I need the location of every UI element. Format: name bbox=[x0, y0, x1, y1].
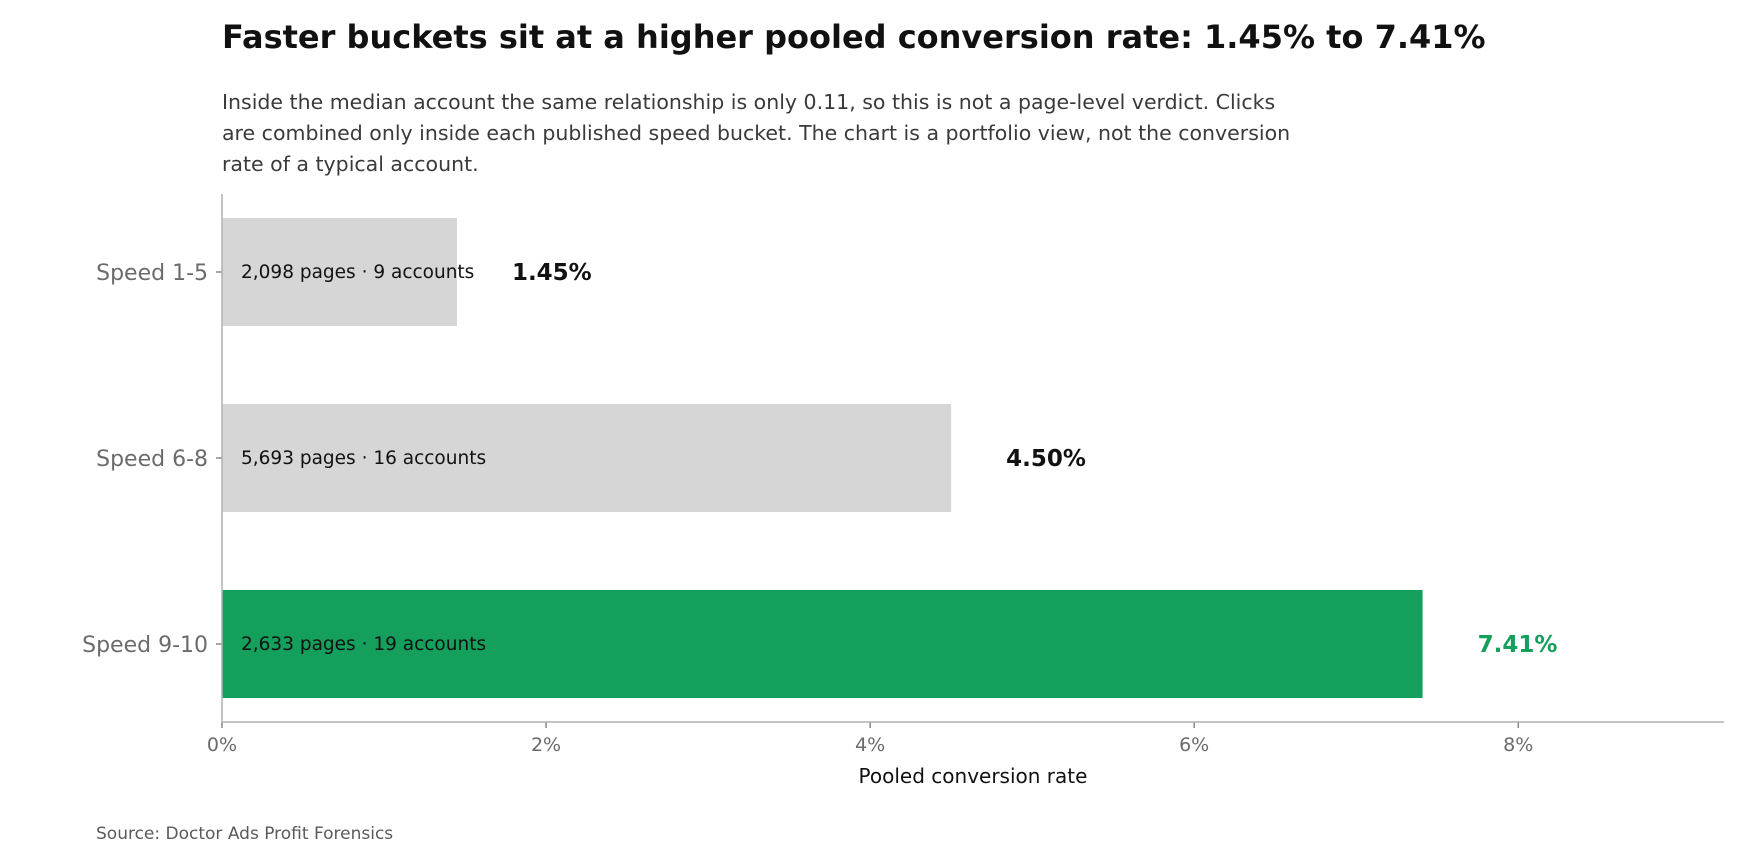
bar-annotation-2: 2,633 pages · 19 accounts bbox=[241, 634, 486, 655]
x-tick-label-1: 2% bbox=[531, 734, 561, 756]
value-label-1: 4.50% bbox=[1006, 446, 1086, 472]
bar-annotation-1: 5,693 pages · 16 accounts bbox=[241, 448, 486, 469]
bar-1 bbox=[222, 404, 952, 512]
bar-0 bbox=[222, 218, 457, 326]
category-label-1: Speed 6-8 bbox=[96, 447, 208, 472]
chart-subtitle-line-1: Inside the median account the same relat… bbox=[222, 90, 1275, 114]
plot-area: Speed 1-5 2,098 pages · 9 accounts 1.45% Sp… bbox=[82, 218, 1557, 756]
x-tick-label-0: 0% bbox=[207, 734, 237, 756]
x-tick-label-4: 8% bbox=[1503, 734, 1533, 756]
source-note: Source: Doctor Ads Profit Forensics bbox=[96, 824, 393, 844]
bar-2 bbox=[222, 590, 1423, 698]
category-label-0: Speed 1-5 bbox=[96, 261, 208, 286]
value-label-2: 7.41% bbox=[1478, 632, 1558, 658]
x-axis-title: Pooled conversion rate bbox=[859, 764, 1088, 788]
value-label-0: 1.45% bbox=[512, 260, 592, 286]
x-tick-label-2: 4% bbox=[855, 734, 885, 756]
x-tick-label-3: 6% bbox=[1179, 734, 1209, 756]
bar-annotation-0: 2,098 pages · 9 accounts bbox=[241, 262, 474, 283]
chart-subtitle-line-2: are combined only inside each published … bbox=[222, 121, 1290, 145]
chart-subtitle-line-3: rate of a typical account. bbox=[222, 152, 479, 176]
category-label-2: Speed 9-10 bbox=[82, 633, 208, 658]
chart-title: Faster buckets sit at a higher pooled co… bbox=[222, 18, 1486, 56]
